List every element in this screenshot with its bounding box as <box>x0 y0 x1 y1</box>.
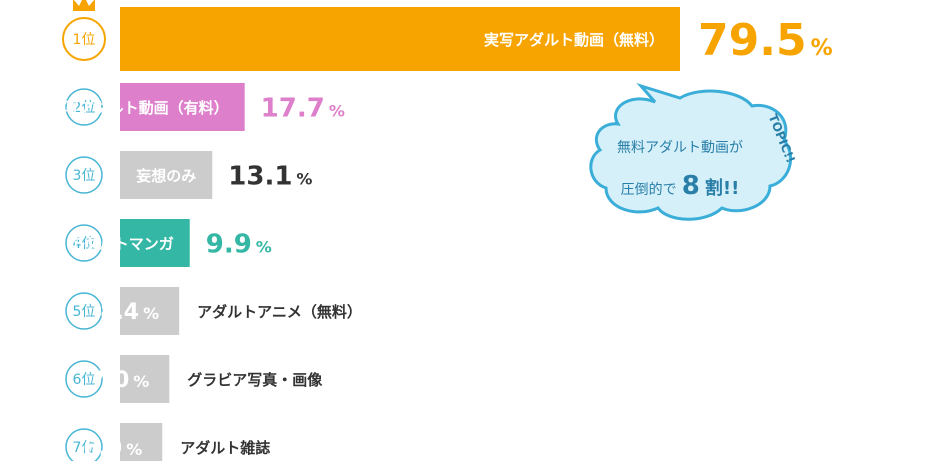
rank-badge <box>65 360 103 398</box>
value-label: 8.4% <box>100 300 159 325</box>
rank-badge <box>62 17 106 61</box>
rank-badge <box>65 156 103 194</box>
rank-label: 2位 <box>73 100 96 116</box>
callout-line2: 圧倒的で 8 割!! <box>621 171 740 201</box>
callout-cloud <box>589 83 793 221</box>
topic-callout: 無料アダルト動画が 圧倒的で 8 割!! TOPIC!! <box>589 83 798 221</box>
callout-line2-prefix: 圧倒的で <box>621 182 677 198</box>
category-label: 実写アダルト動画（有料） <box>49 99 229 117</box>
bar <box>120 423 163 461</box>
bar <box>120 219 190 267</box>
category-label: グラビア写真・画像 <box>187 371 323 389</box>
category-label: アダルト雑誌 <box>180 439 270 457</box>
rank-badge <box>65 292 103 330</box>
rank-badge <box>65 224 103 262</box>
category-label: アダルトマンガ <box>69 235 174 253</box>
rank-label: 3位 <box>73 168 96 184</box>
callout-line2-suffix: 割!! <box>705 177 739 199</box>
bar <box>120 83 245 131</box>
value-label: 7.0% <box>90 368 149 393</box>
rank-label: 5位 <box>73 304 96 320</box>
bar <box>120 151 213 199</box>
value-label: 9.9% <box>206 229 272 259</box>
rank-badge <box>65 88 103 126</box>
callout-line1: 無料アダルト動画が <box>617 140 743 156</box>
rank-label: 7位 <box>73 440 96 456</box>
value-label: 79.5% <box>698 15 833 66</box>
bar <box>120 355 170 403</box>
rank-badge <box>65 428 103 461</box>
bar <box>120 7 680 71</box>
category-label: アダルトアニメ（無料） <box>197 303 362 321</box>
value-label: 6.0% <box>83 436 142 461</box>
value-label: 17.7% <box>261 93 345 123</box>
category-label: 妄想のみ <box>136 167 196 185</box>
category-label: 実写アダルト動画（無料） <box>484 31 664 49</box>
crown-icon <box>73 0 95 11</box>
rank-label: 1位 <box>73 32 96 48</box>
rank-label: 4位 <box>73 236 96 252</box>
bar <box>120 287 180 335</box>
rank-label: 6位 <box>73 372 96 388</box>
callout-line2-big: 8 <box>682 171 700 201</box>
value-label: 13.1% <box>228 161 312 191</box>
